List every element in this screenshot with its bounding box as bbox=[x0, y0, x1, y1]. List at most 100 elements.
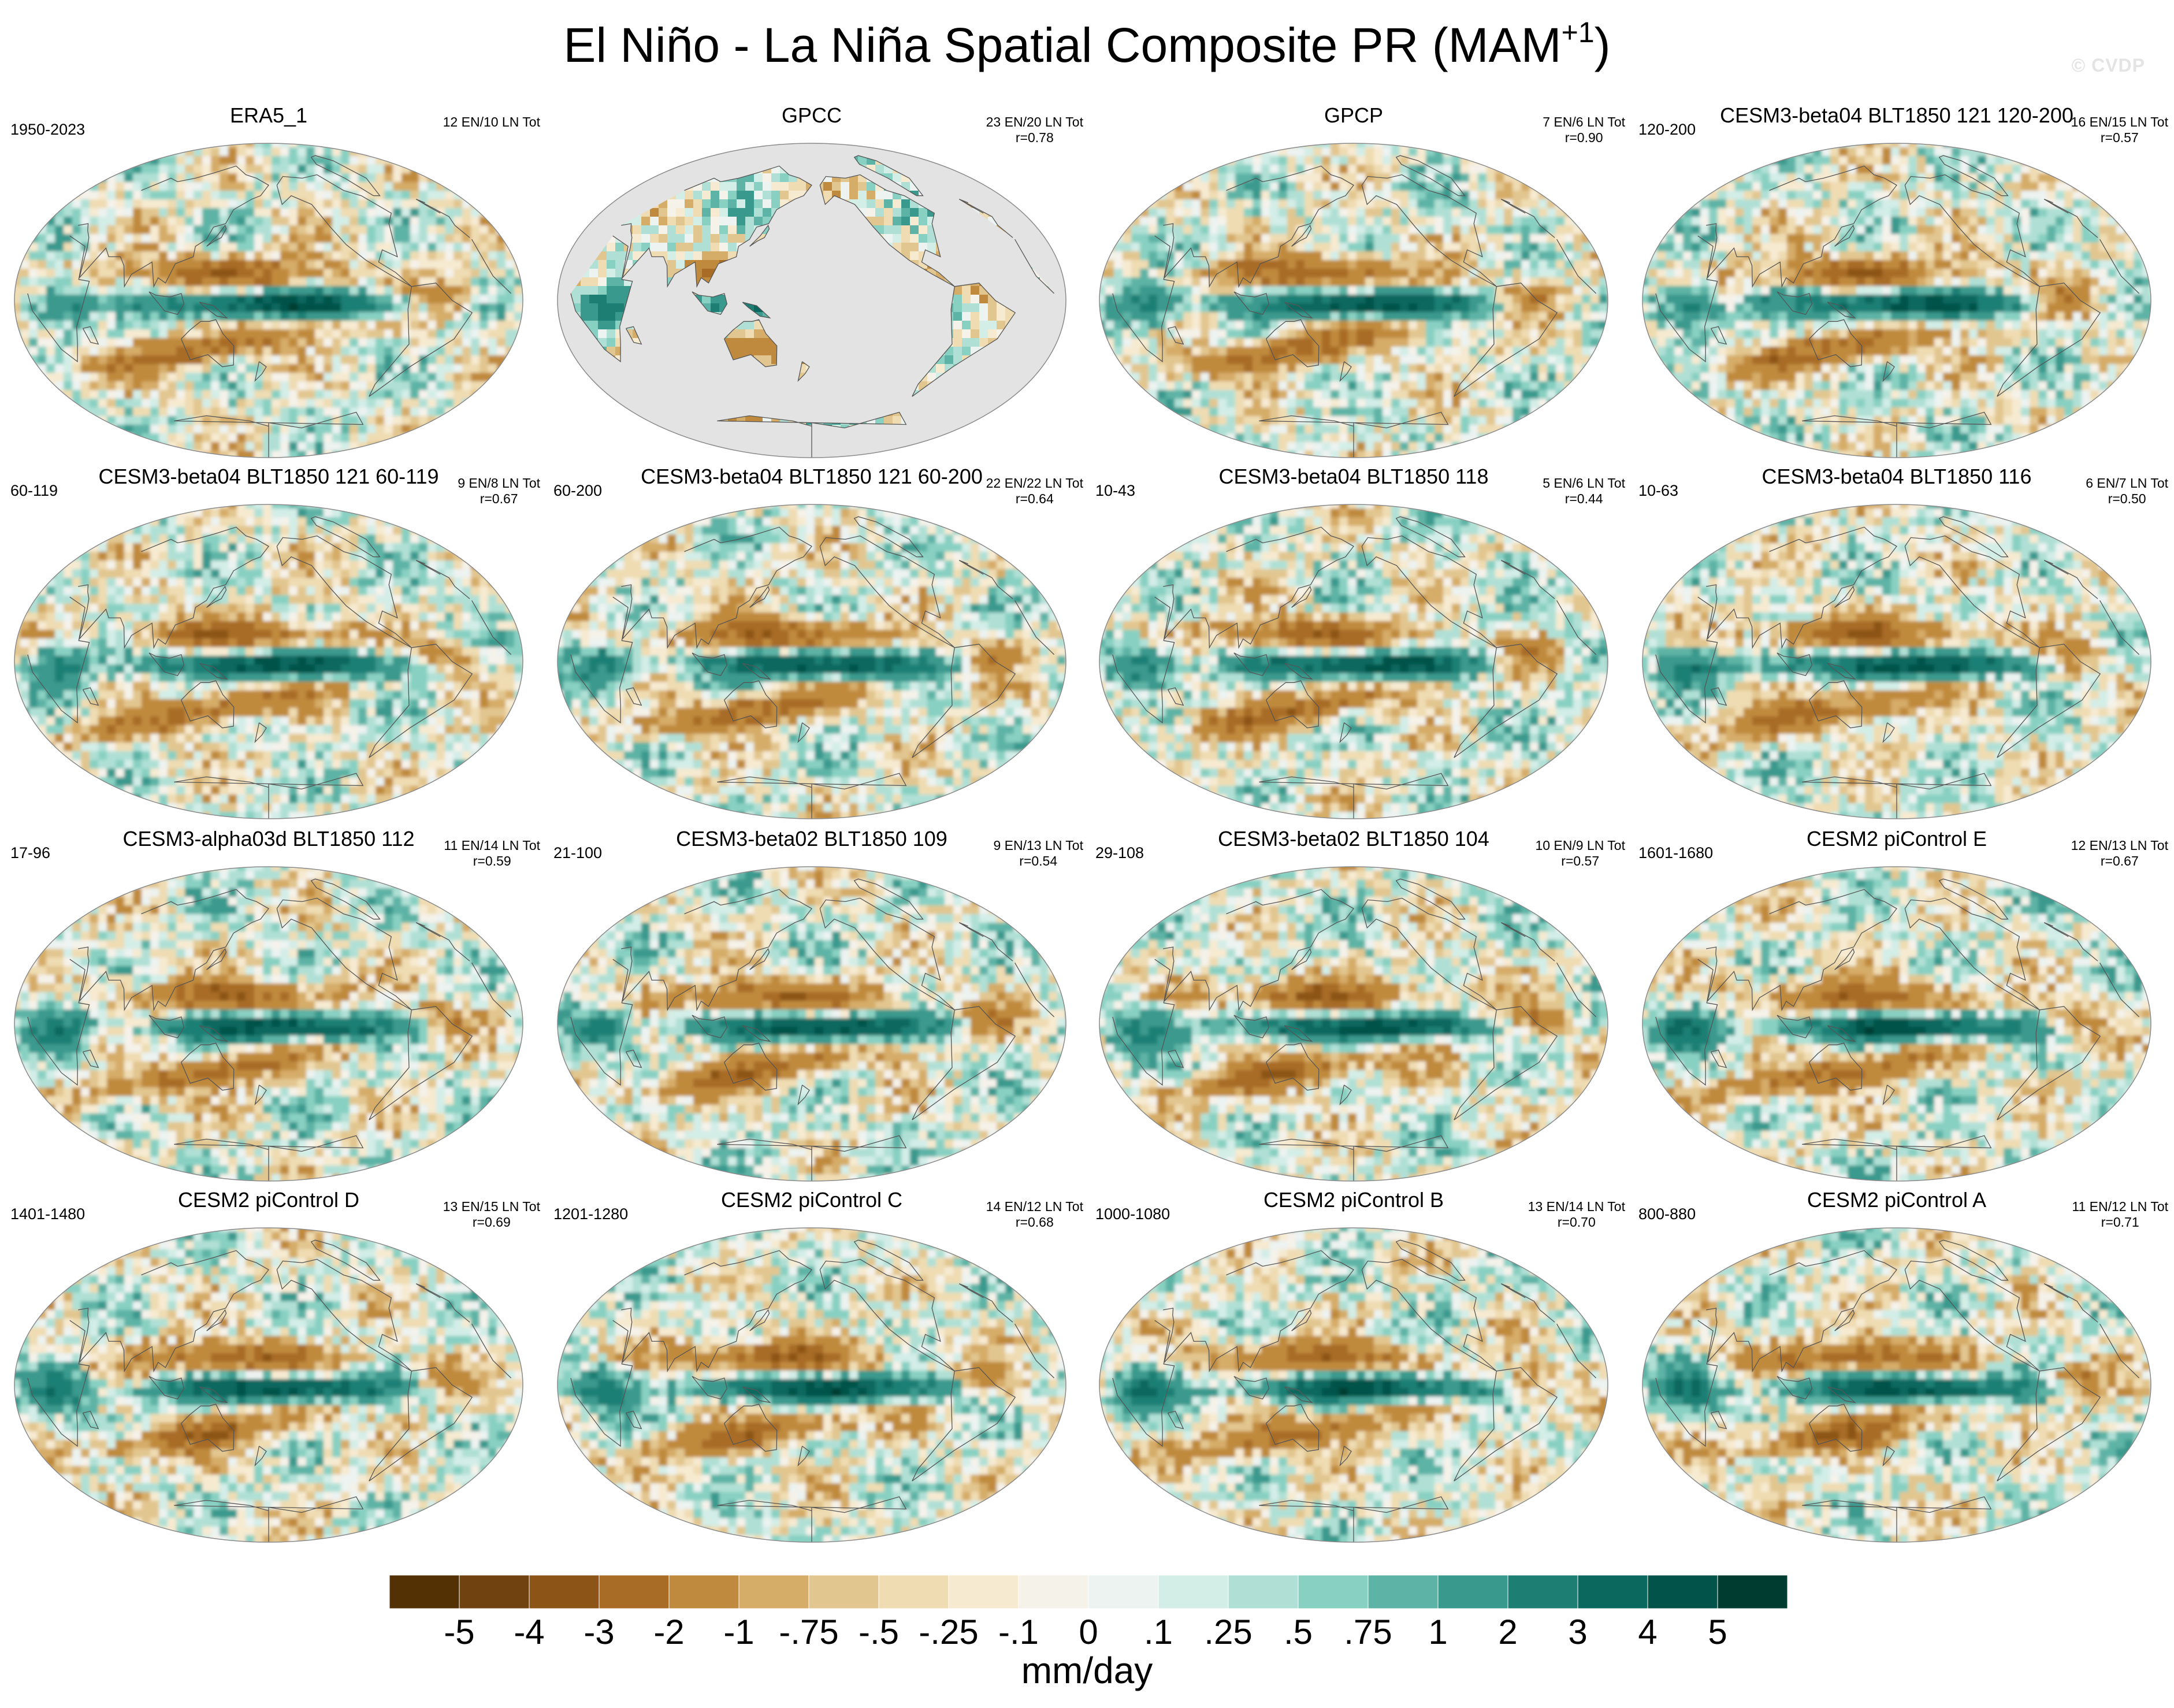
coastline-south-america bbox=[1997, 1367, 2101, 1481]
globe-border bbox=[1642, 1227, 2151, 1543]
colorbar-swatch bbox=[459, 1575, 530, 1609]
coastline-eurasia bbox=[1163, 165, 1555, 288]
coastline-new-zealand bbox=[797, 1446, 810, 1467]
coastline-madagascar bbox=[1710, 687, 1727, 706]
coastline-australia bbox=[1266, 680, 1320, 729]
anomaly-field bbox=[14, 1228, 523, 1542]
globe-border bbox=[14, 143, 523, 458]
globe-map bbox=[1099, 1227, 1608, 1543]
coastline-eurasia bbox=[78, 165, 470, 288]
anomaly-field bbox=[1099, 504, 1608, 819]
colorbar-tick-label: .25 bbox=[1204, 1612, 1252, 1653]
coastline-new-zealand bbox=[254, 361, 267, 383]
globe-border bbox=[14, 866, 523, 1182]
panel-event-counts: 13 EN/14 LN Tot bbox=[1528, 1199, 1625, 1215]
coastline-antarctica bbox=[1802, 1135, 1992, 1181]
map-panel: CESM3-beta02 BLT1850 109 21-100 9 EN/13 LN… bbox=[543, 827, 1083, 1186]
anomaly-field bbox=[1642, 1228, 2151, 1542]
coastline-africa bbox=[27, 959, 512, 1086]
coastline-north-america bbox=[819, 174, 955, 287]
colorbar-tick-label: 3 bbox=[1568, 1612, 1587, 1653]
coastline-indonesia bbox=[1777, 1376, 1813, 1399]
coastline-madagascar bbox=[82, 326, 99, 345]
coastline-madagascar bbox=[1167, 326, 1184, 345]
panel-period: 1401-1480 bbox=[10, 1205, 85, 1223]
figure-title-superscript: +1 bbox=[1562, 16, 1595, 49]
panel-stats: 7 EN/6 LN Tot r=0.90 bbox=[1543, 114, 1625, 146]
panel-stats: 6 EN/7 LN Tot r=0.50 bbox=[2086, 476, 2168, 507]
globe-border bbox=[557, 143, 1066, 458]
coastline-uk bbox=[958, 560, 984, 575]
coastline-new-guinea bbox=[199, 1025, 228, 1042]
coastline-africa bbox=[27, 596, 512, 724]
coastline-antarctica bbox=[1802, 773, 1992, 819]
anomaly-field bbox=[1642, 143, 2151, 458]
coastline-new-guinea bbox=[199, 1386, 228, 1403]
colorbar-swatch bbox=[1717, 1575, 1787, 1609]
coastline-new-zealand bbox=[1339, 361, 1352, 383]
globe-border bbox=[557, 1227, 1066, 1543]
coastline-madagascar bbox=[1167, 1410, 1184, 1429]
panel-stats: 13 EN/15 LN Tot r=0.69 bbox=[443, 1199, 540, 1230]
coastline-south-america bbox=[369, 644, 473, 758]
colorbar-swatch bbox=[1018, 1575, 1089, 1609]
anomaly-field bbox=[558, 504, 1066, 819]
panel-correlation: r=0.50 bbox=[2086, 491, 2168, 507]
coastline-indonesia bbox=[692, 291, 728, 315]
coastline-eurasia bbox=[1706, 1250, 2098, 1373]
coastline-japan bbox=[749, 224, 770, 247]
globe-map bbox=[1642, 504, 2151, 819]
coastline-africa bbox=[1655, 1320, 2140, 1447]
coastline-eurasia bbox=[621, 1250, 1013, 1373]
anomaly-field bbox=[1642, 504, 2151, 819]
coastline-eurasia bbox=[1706, 889, 2098, 1012]
coastline-new-zealand bbox=[254, 1446, 267, 1467]
coastline-new-guinea bbox=[742, 302, 771, 319]
coastline-antarctica bbox=[174, 773, 364, 819]
coastline-antarctica bbox=[1259, 1135, 1449, 1181]
coastline-eurasia bbox=[78, 1250, 470, 1373]
coastline-new-guinea bbox=[1284, 663, 1313, 680]
coastline-australia bbox=[724, 680, 778, 729]
coastline-australia bbox=[1809, 319, 1863, 367]
panel-period: 120-200 bbox=[1638, 120, 1696, 139]
coastline-madagascar bbox=[82, 687, 99, 706]
map-panel: GPCC 23 EN/20 LN Tot r=0.78 bbox=[543, 104, 1083, 462]
panel-event-counts: 6 EN/7 LN Tot bbox=[2086, 476, 2168, 491]
globe-map bbox=[557, 1227, 1066, 1543]
panel-stats: 23 EN/20 LN Tot r=0.78 bbox=[986, 114, 1083, 146]
colorbar-tick-label: -1 bbox=[723, 1612, 754, 1653]
colorbar bbox=[389, 1575, 1787, 1609]
coastline-south-america bbox=[1997, 1006, 2101, 1120]
panel-period: 1201-1280 bbox=[553, 1205, 628, 1223]
coastline-new-zealand bbox=[797, 722, 810, 744]
globe-map bbox=[557, 504, 1066, 819]
coastline-japan bbox=[206, 1309, 227, 1331]
panel-title: CESM3-beta02 BLT1850 109 bbox=[543, 827, 1080, 851]
coastline-australia bbox=[1809, 1042, 1863, 1091]
coastline-australia bbox=[724, 1042, 778, 1091]
globe-border bbox=[1642, 866, 2151, 1182]
coastline-japan bbox=[1834, 1309, 1855, 1331]
coastline-north-america bbox=[1361, 174, 1497, 287]
panel-title: GPCP bbox=[1085, 104, 1622, 127]
coastline-antarctica bbox=[717, 773, 907, 819]
map-panel: GPCP 7 EN/6 LN Tot r=0.90 bbox=[1085, 104, 1625, 462]
panel-event-counts: 22 EN/22 LN Tot bbox=[986, 476, 1083, 491]
panel-period: 800-880 bbox=[1638, 1205, 1696, 1223]
coastline-antarctica bbox=[174, 411, 364, 458]
coastline-greenland bbox=[853, 516, 924, 558]
coastline-uk bbox=[415, 560, 441, 575]
coastline-north-america bbox=[819, 535, 955, 648]
coastline-uk bbox=[958, 199, 984, 214]
coastline-new-guinea bbox=[742, 1025, 771, 1042]
panel-stats: 12 EN/10 LN Tot bbox=[443, 114, 540, 130]
coastline-australia bbox=[1266, 319, 1320, 367]
coastline-south-america bbox=[912, 1367, 1016, 1481]
coastline-uk bbox=[415, 1283, 441, 1298]
colorbar-tick-label: -2 bbox=[653, 1612, 684, 1653]
colorbar-units: mm/day bbox=[0, 1648, 2174, 1692]
globe-border bbox=[1099, 1227, 1608, 1543]
colorbar-tick-label: 2 bbox=[1498, 1612, 1517, 1653]
panel-correlation: r=0.67 bbox=[458, 491, 540, 507]
